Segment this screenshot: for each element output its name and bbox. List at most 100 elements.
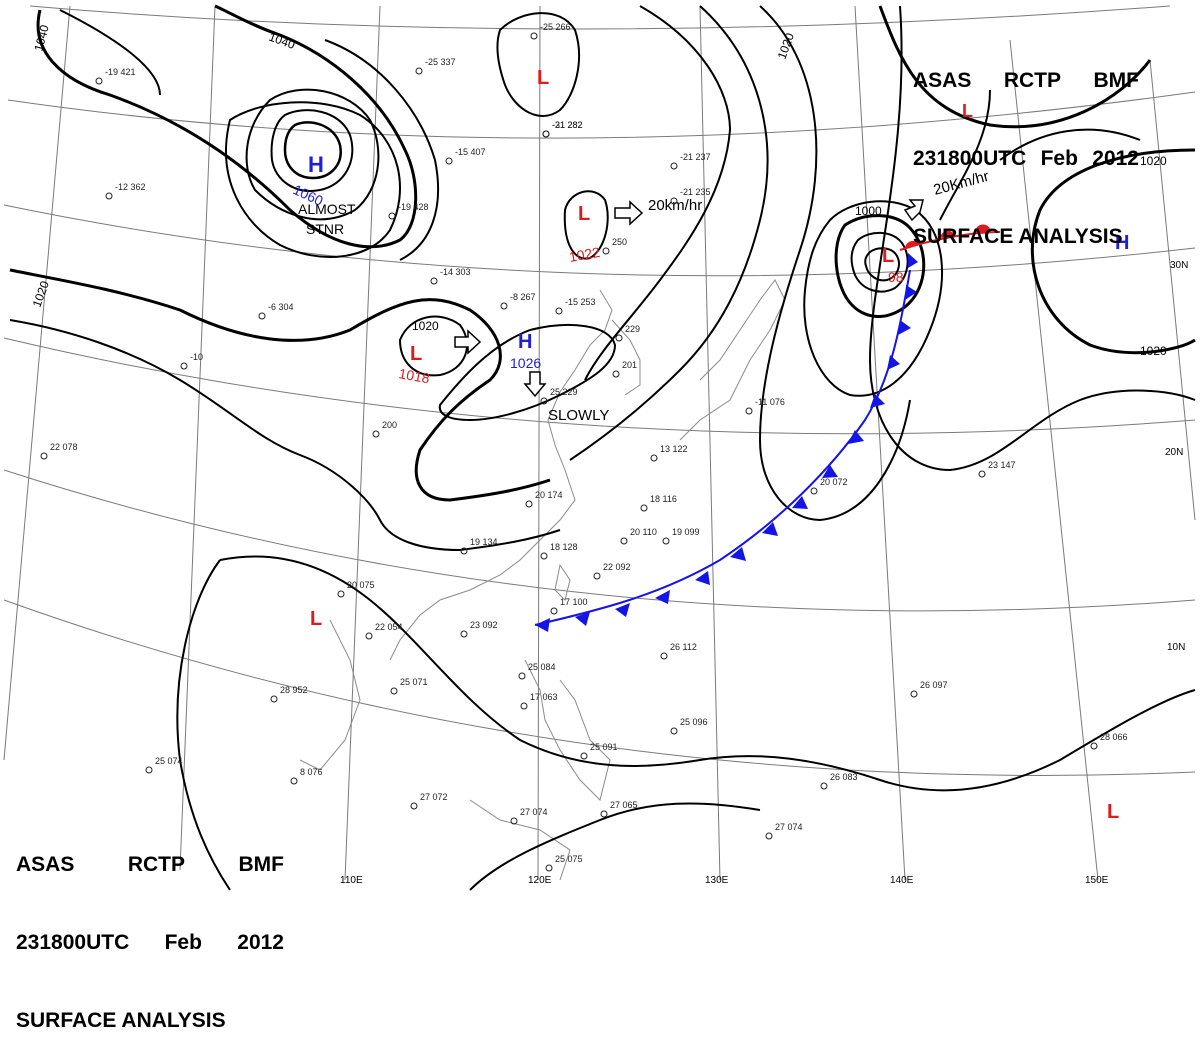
high-symbol: H	[518, 331, 532, 353]
header-title: SURFACE ANALYSIS	[16, 1009, 226, 1032]
coast-taiwan	[554, 563, 571, 601]
isobar-label: 1040	[267, 30, 297, 52]
station-marker	[670, 197, 678, 205]
station-marker	[542, 130, 550, 138]
isobar	[270, 109, 354, 192]
station-plots: -19 421 -25 337 -25 266 -21 282-31 282 -15 4…	[40, 22, 1128, 872]
station-marker	[390, 687, 398, 695]
isobar	[878, 5, 1152, 129]
station-plot: 22 078	[50, 442, 78, 452]
station-plot: 200	[382, 420, 397, 430]
isobar-label: 1020	[1140, 344, 1167, 358]
warm-front	[899, 224, 1001, 251]
station-plot: 25 074	[155, 756, 183, 766]
station-marker	[530, 32, 538, 40]
station-marker	[555, 307, 563, 315]
station-marker	[612, 370, 620, 378]
header-year: 2012	[1092, 147, 1139, 170]
header-code: BMF	[238, 853, 285, 876]
isobar	[834, 214, 926, 318]
front-semicircle	[940, 230, 955, 238]
cold-front-line	[534, 269, 911, 626]
isobar	[584, 5, 732, 381]
station-plot: 26 083	[830, 772, 858, 782]
lat-line-50n	[29, 5, 1171, 30]
front-triangle	[615, 603, 630, 617]
isobar	[398, 315, 469, 377]
station-plot: 27 065	[610, 800, 638, 810]
station-marker	[765, 832, 773, 840]
station-plot: 19 099	[672, 527, 700, 537]
station-plot: -25 266	[540, 22, 571, 32]
header-time: 231800UTC	[913, 147, 1027, 170]
header-code: BMF	[1093, 69, 1140, 92]
station-plot: 28 066	[1100, 732, 1128, 742]
station-plot: 17 100	[560, 597, 588, 607]
station-marker	[145, 766, 153, 774]
front-triangle	[887, 355, 900, 370]
station-plot: 26 097	[920, 680, 948, 690]
station-plot: 25 096	[680, 717, 708, 727]
station-plot: 27 074	[520, 807, 548, 817]
low-value: 98	[888, 269, 904, 285]
front-triangle	[535, 618, 550, 632]
weather-map: 1040 1040 1020 1020 1020 1020 1020 1000 …	[3, 4, 1196, 891]
high-symbol: H	[308, 152, 324, 177]
isobar	[868, 5, 1196, 472]
station-marker	[602, 247, 610, 255]
station-plot: 19 134	[470, 537, 498, 547]
station-marker	[580, 752, 588, 760]
coordinate-labels: 30N 20N 10N 110E 120E 130E 140E 150E	[340, 260, 1188, 886]
front-triangle	[908, 253, 918, 268]
system-note: ALMOST	[298, 201, 356, 217]
station-plot: -19 428	[398, 202, 429, 212]
chart-header-bottom: ASAS RCTP BMF 231800UTC Feb 2012 SURFACE ANA…	[16, 800, 284, 1060]
station-marker	[525, 500, 533, 508]
station-plot: 26 112	[670, 642, 697, 652]
arrow-l-mid	[614, 200, 644, 226]
low-value: 1022	[568, 244, 602, 265]
isobar	[850, 231, 909, 293]
station-plot: 8 076	[300, 767, 323, 777]
low-symbol: L	[1107, 801, 1119, 823]
station-plot: 20 072	[820, 477, 848, 487]
station-plot: 28 952	[280, 685, 308, 695]
station-plot: 18 116	[650, 494, 677, 504]
lon-line-130e	[699, 5, 721, 881]
station-plot: -31 282	[552, 120, 583, 130]
station-marker	[95, 77, 103, 85]
coast-china	[389, 289, 613, 661]
front-triangle	[792, 496, 808, 509]
station-plot: 27 074	[775, 822, 803, 832]
graticule	[3, 5, 1196, 881]
station-plot: 25 091	[590, 742, 618, 752]
lat-line-40n	[7, 91, 1196, 139]
station-plot: 22 092	[603, 562, 631, 572]
lon-line-140e	[854, 5, 906, 881]
isobar	[245, 88, 380, 221]
station-marker	[258, 312, 266, 320]
isobar-label: 1020	[412, 319, 439, 333]
isobar	[324, 39, 439, 261]
low-symbol: L	[882, 245, 894, 267]
station-marker	[545, 864, 553, 872]
lat-line-0	[3, 599, 1196, 776]
low-symbol: L	[537, 67, 549, 89]
longitude-label: 150E	[1085, 875, 1109, 886]
longitude-label: 140E	[890, 875, 914, 886]
station-marker	[460, 630, 468, 638]
station-plot: -14 303	[440, 267, 471, 277]
station-plot: 13 122	[660, 444, 688, 454]
station-plot: 229	[625, 324, 640, 334]
station-marker	[550, 607, 558, 615]
station-marker	[745, 407, 753, 415]
station-plot: 250	[612, 237, 627, 247]
low-symbol: L	[578, 203, 590, 225]
station-marker	[372, 430, 380, 438]
header-product: ASAS	[16, 853, 75, 876]
isobar	[176, 559, 231, 891]
latitude-label: 20N	[1165, 447, 1183, 458]
station-plot: 25 071	[400, 677, 428, 687]
isobar	[864, 247, 900, 282]
isobar	[59, 9, 161, 96]
